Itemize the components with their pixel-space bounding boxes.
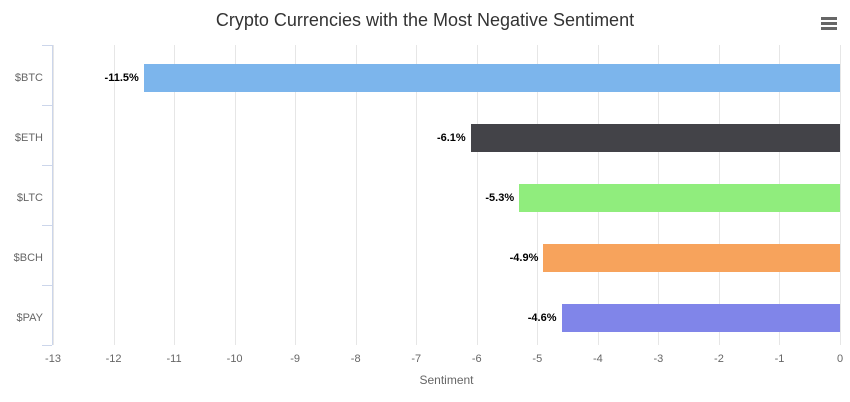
gridline bbox=[52, 45, 54, 345]
x-tick-label: -10 bbox=[226, 353, 243, 365]
bar-bch[interactable] bbox=[543, 244, 840, 272]
category-label: $BCH bbox=[13, 252, 43, 264]
hamburger-icon bbox=[821, 16, 837, 30]
category-label: $ETH bbox=[14, 132, 43, 144]
gridline bbox=[355, 45, 357, 345]
x-tick-label: -2 bbox=[714, 353, 724, 365]
x-tick-label: -7 bbox=[411, 353, 422, 365]
x-tick-label: -13 bbox=[45, 353, 61, 365]
x-tick-label: -5 bbox=[532, 353, 543, 365]
x-tick-label: -12 bbox=[105, 353, 122, 365]
bar-pay[interactable] bbox=[561, 304, 840, 332]
x-tick-label: -6 bbox=[471, 353, 482, 365]
x-tick-label: -8 bbox=[350, 353, 361, 365]
x-tick-label: -4 bbox=[592, 353, 603, 365]
x-tick-label: -11 bbox=[166, 353, 182, 365]
category-axis-tick bbox=[42, 345, 52, 346]
category-axis-line bbox=[52, 45, 53, 345]
gridline bbox=[839, 45, 841, 345]
bar-value-label: -4.9% bbox=[509, 252, 539, 264]
category-label: $LTC bbox=[16, 192, 43, 204]
x-tick-label: 0 bbox=[836, 353, 844, 365]
chart-title: Crypto Currencies with the Most Negative… bbox=[215, 10, 635, 30]
bar-value-label: -4.6% bbox=[527, 312, 557, 324]
x-tick-label: -9 bbox=[290, 353, 301, 365]
bar-ltc[interactable] bbox=[519, 184, 840, 212]
bar-value-label: -6.1% bbox=[436, 132, 466, 144]
bar-value-label: -5.3% bbox=[485, 192, 515, 204]
bar-value-label: -11.5% bbox=[104, 72, 139, 84]
x-tick-label: -1 bbox=[774, 353, 785, 365]
bar-btc[interactable] bbox=[143, 64, 840, 92]
x-tick-label: -3 bbox=[653, 353, 664, 365]
category-label: $BTC bbox=[14, 72, 43, 84]
bar-eth[interactable] bbox=[470, 124, 840, 152]
gridline bbox=[294, 45, 296, 345]
category-axis-tick bbox=[42, 105, 52, 106]
gridline bbox=[415, 45, 417, 345]
gridline bbox=[476, 45, 478, 345]
category-axis-tick bbox=[42, 165, 52, 166]
gridline bbox=[173, 45, 175, 345]
category-label: $PAY bbox=[16, 312, 44, 324]
gridline bbox=[113, 45, 115, 345]
x-axis-title: Sentiment bbox=[419, 373, 474, 387]
category-axis-tick bbox=[42, 45, 52, 46]
category-axis-tick bbox=[42, 285, 52, 286]
chart-menu-button[interactable] bbox=[817, 12, 841, 34]
gridline bbox=[234, 45, 236, 345]
category-axis-tick bbox=[42, 225, 52, 226]
